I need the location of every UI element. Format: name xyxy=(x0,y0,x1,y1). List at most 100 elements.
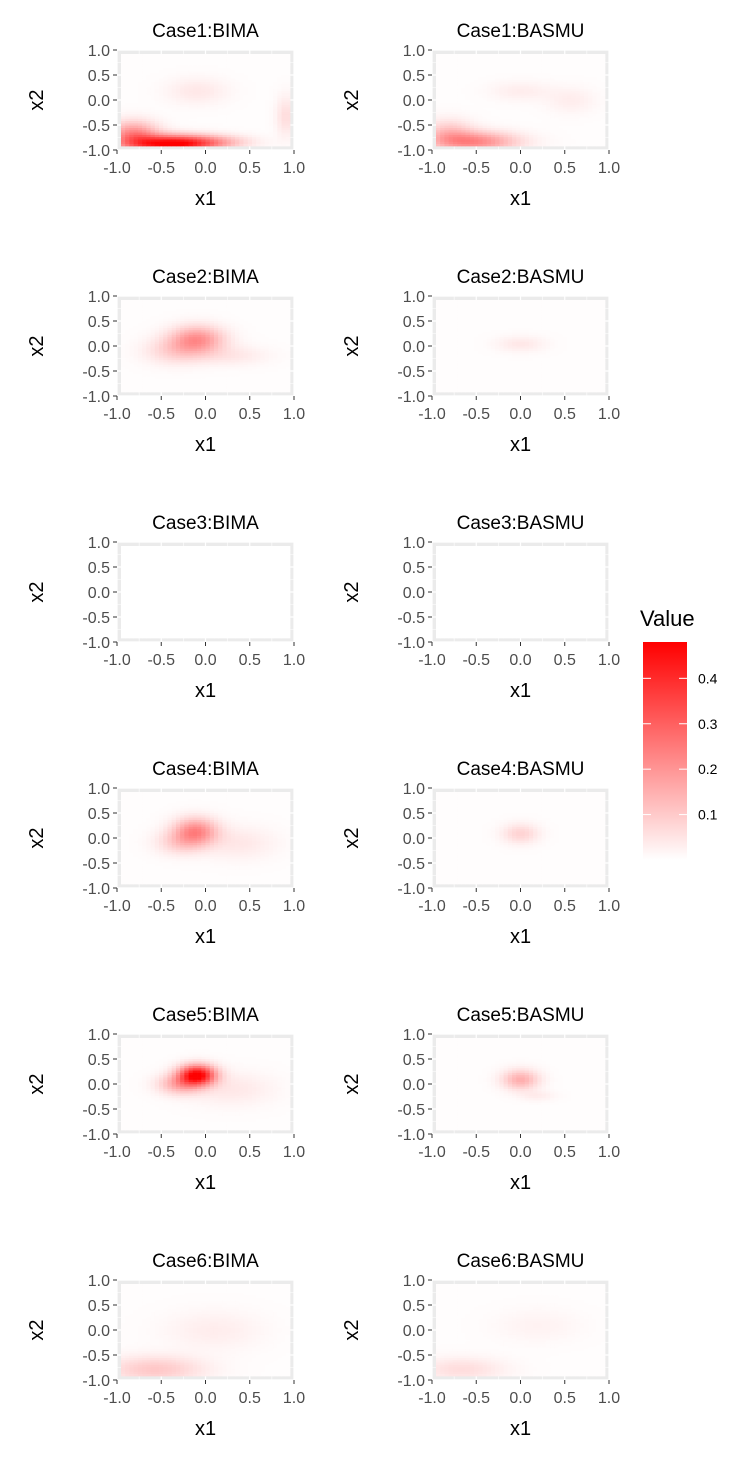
heatmap-tile xyxy=(600,63,606,66)
heatmap-tile xyxy=(469,136,475,140)
heatmap-tile xyxy=(121,118,126,122)
heatmap-tile xyxy=(273,389,278,393)
heatmap-tile xyxy=(180,141,185,145)
heatmap-tile xyxy=(222,95,227,99)
heatmap-tile xyxy=(436,380,441,384)
heatmap-tile xyxy=(507,109,513,112)
heatmap-tile xyxy=(163,362,168,365)
heatmap-tile xyxy=(137,123,143,126)
heatmap-tile xyxy=(188,93,194,96)
heatmap-tile xyxy=(159,325,164,328)
heatmap-tile xyxy=(507,88,513,92)
heatmap-tile xyxy=(239,65,244,69)
heatmap-tile xyxy=(209,81,215,85)
heatmap-tile xyxy=(137,373,143,377)
heatmap-tile xyxy=(474,100,479,103)
heatmap-tile xyxy=(528,95,534,99)
heatmap-tile xyxy=(159,346,164,349)
heatmap-tile xyxy=(461,65,466,69)
heatmap-tile xyxy=(528,63,534,66)
heatmap-tile xyxy=(142,132,147,135)
heatmap-tile xyxy=(444,134,450,138)
heatmap-tile xyxy=(239,371,244,374)
heatmap-tile xyxy=(440,132,445,135)
heatmap-tile xyxy=(545,104,551,108)
heatmap-tile xyxy=(461,139,466,142)
heatmap-tile xyxy=(251,77,257,80)
heatmap-tile xyxy=(537,125,542,128)
heatmap-tile xyxy=(596,113,602,117)
heatmap-tile xyxy=(192,125,198,128)
heatmap-tile xyxy=(137,86,143,89)
heatmap-tile xyxy=(230,341,236,345)
heatmap-tile xyxy=(125,134,130,138)
heatmap-tile xyxy=(247,346,253,349)
heatmap-tile xyxy=(239,141,244,145)
heatmap-tile xyxy=(436,325,441,328)
heatmap-tile xyxy=(533,54,538,57)
heatmap-tile xyxy=(495,111,500,115)
heatmap-tile xyxy=(163,357,168,361)
heatmap-tile xyxy=(579,129,585,133)
heatmap-tile xyxy=(213,304,219,308)
heatmap-tile xyxy=(121,318,126,322)
heatmap-tile xyxy=(154,332,160,335)
heatmap-tile xyxy=(596,109,602,112)
heatmap-tile xyxy=(247,304,253,308)
heatmap-tile xyxy=(541,132,547,135)
heatmap-tile xyxy=(188,320,194,324)
heatmap-tile xyxy=(154,343,160,347)
heatmap-tile xyxy=(201,346,206,349)
heatmap-tile xyxy=(436,316,441,319)
heatmap-tile xyxy=(175,325,181,328)
heatmap-tile xyxy=(528,120,534,124)
heatmap-tile xyxy=(571,136,576,140)
heatmap-tile xyxy=(133,79,139,82)
heatmap-tile xyxy=(579,90,585,94)
heatmap-tile xyxy=(239,336,244,340)
heatmap-tile xyxy=(159,58,164,62)
heatmap-tile xyxy=(281,118,287,122)
heatmap-tile xyxy=(478,143,483,147)
heatmap-tile xyxy=(260,70,265,73)
heatmap-tile xyxy=(167,348,173,351)
heatmap-tile xyxy=(137,77,143,80)
heatmap-tile xyxy=(503,56,509,59)
heatmap-tile xyxy=(180,72,185,76)
heatmap-tile xyxy=(469,67,475,71)
heatmap-tile xyxy=(129,382,135,386)
heatmap-tile xyxy=(495,100,500,103)
heatmap-tile xyxy=(142,104,147,108)
heatmap-tile xyxy=(163,95,168,99)
heatmap-tile xyxy=(277,343,282,347)
heatmap-tile xyxy=(256,364,261,368)
heatmap-tile xyxy=(163,72,168,76)
heatmap-tile xyxy=(251,359,257,363)
heatmap-tile xyxy=(474,125,479,128)
heatmap-tile xyxy=(226,325,232,328)
heatmap-tile xyxy=(133,134,139,138)
heatmap-tile xyxy=(528,113,534,117)
heatmap-tile xyxy=(251,380,257,384)
heatmap-tile xyxy=(474,136,479,140)
heatmap-tile xyxy=(465,56,471,59)
heatmap-tile xyxy=(243,109,249,112)
heatmap-tile xyxy=(230,67,236,71)
heatmap-tile xyxy=(167,362,173,365)
heatmap-tile xyxy=(268,136,274,140)
heatmap-tile xyxy=(146,355,151,358)
heatmap-tile xyxy=(197,350,202,354)
heatmap-tile xyxy=(512,141,517,145)
heatmap-tile xyxy=(268,348,274,351)
heatmap-tile xyxy=(457,58,462,62)
heatmap-tile xyxy=(507,129,513,133)
heatmap-tile xyxy=(133,88,139,92)
heatmap-tile xyxy=(129,83,135,87)
heatmap-tile xyxy=(448,129,454,133)
heatmap-tile xyxy=(461,60,466,64)
heatmap-tile xyxy=(209,134,215,138)
heatmap-tile xyxy=(528,70,534,73)
heatmap-tile xyxy=(247,339,253,342)
heatmap-tile xyxy=(226,343,232,347)
heatmap-tile xyxy=(281,346,287,349)
